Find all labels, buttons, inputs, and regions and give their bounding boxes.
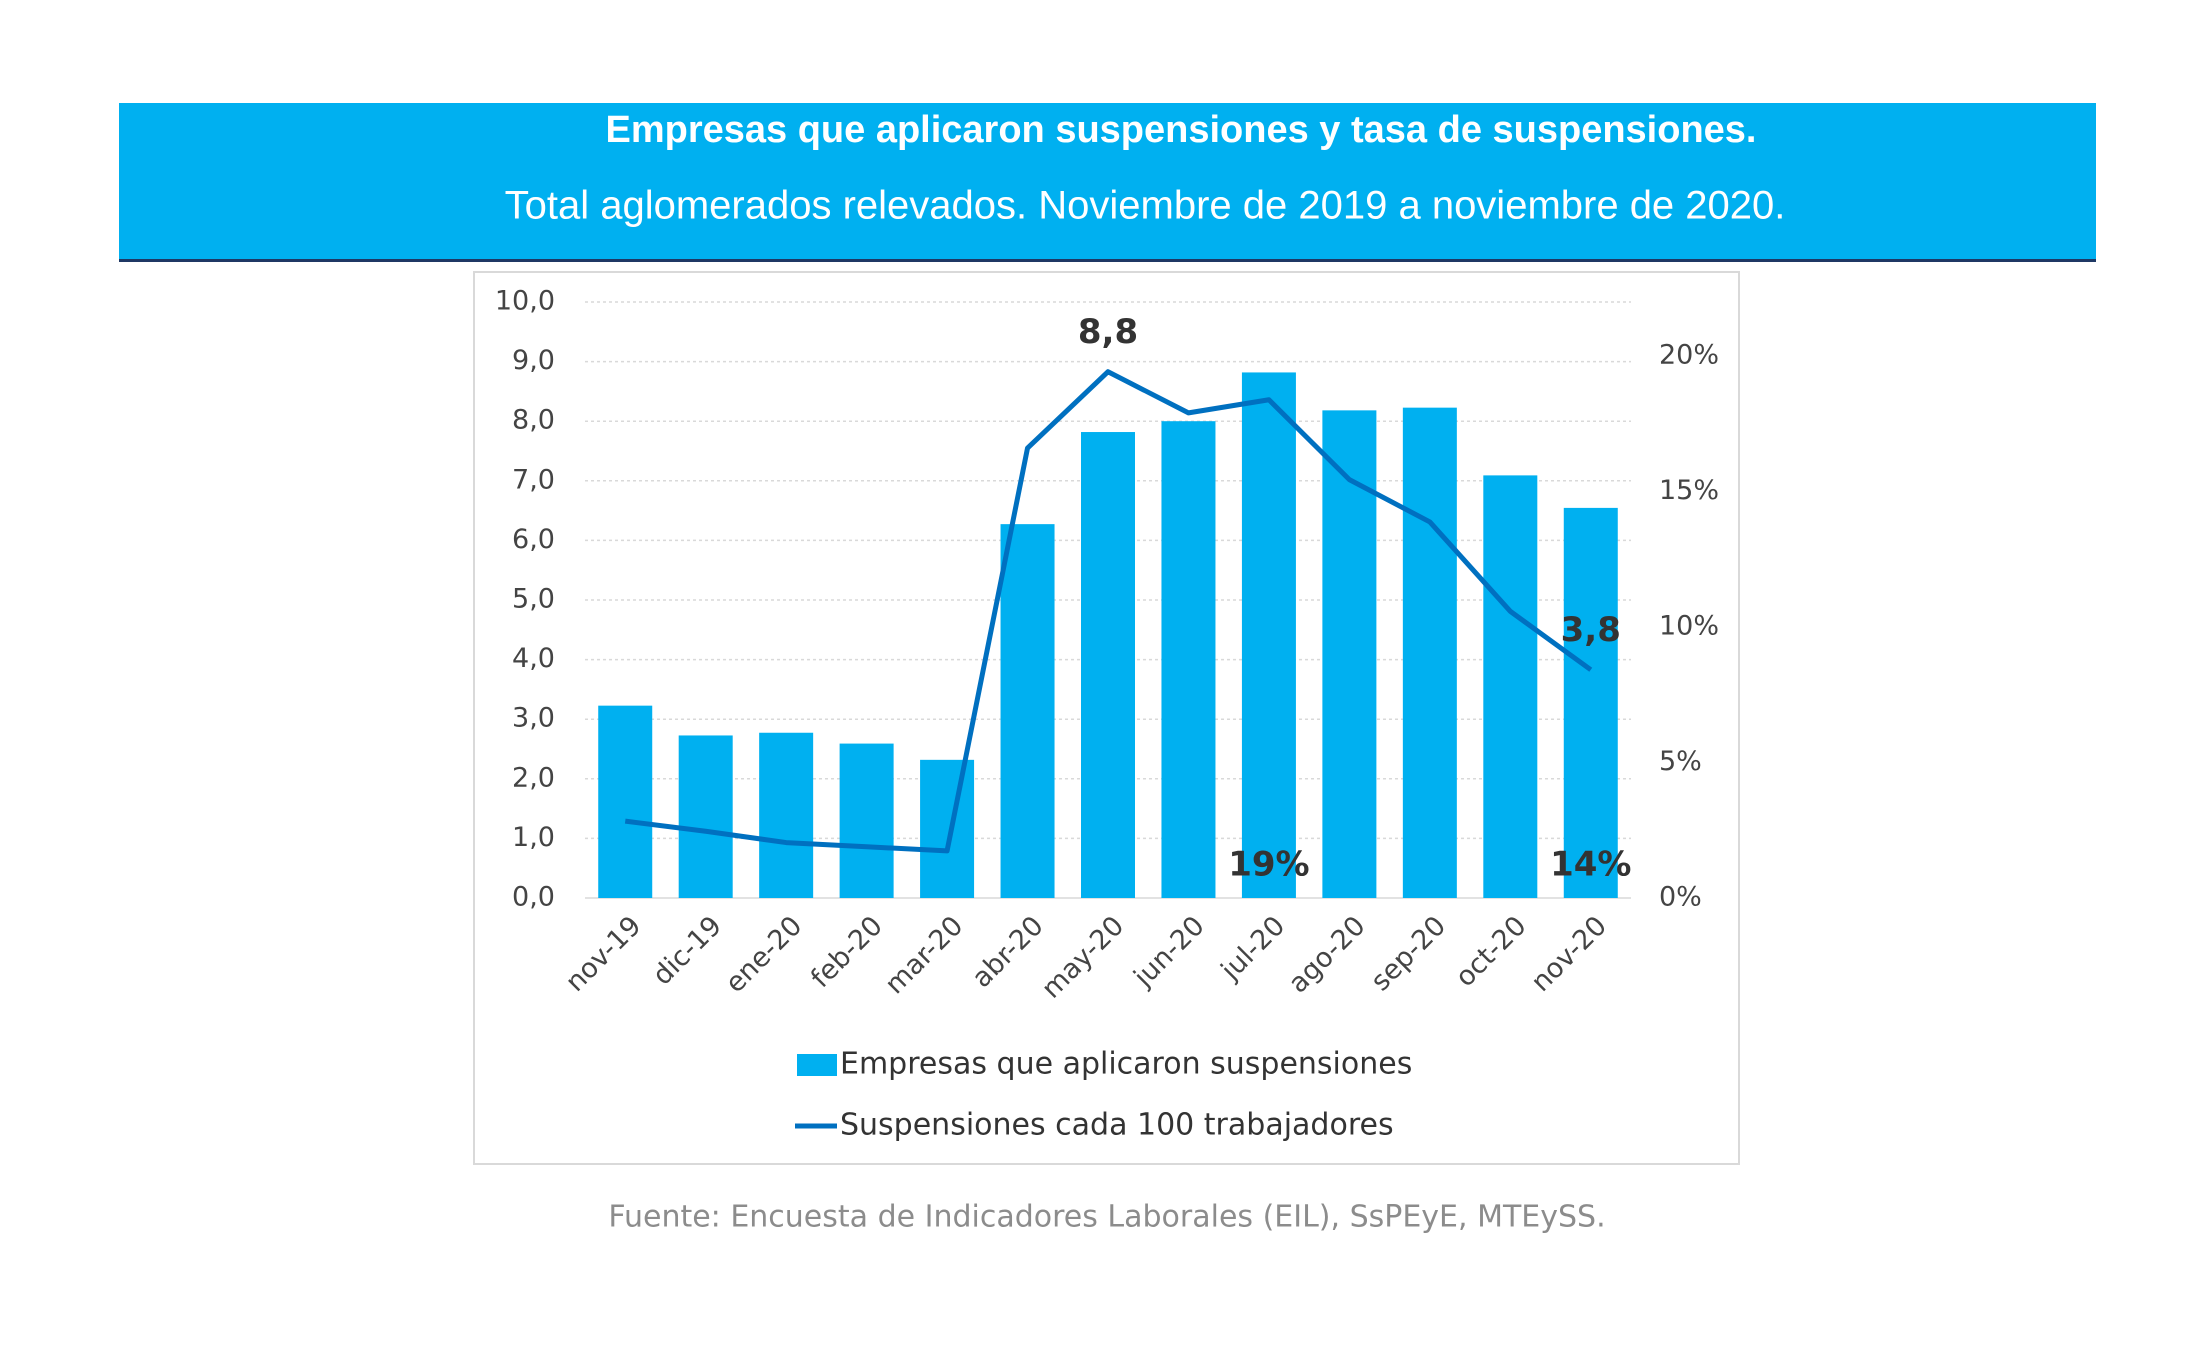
- bar: [1241, 372, 1296, 898]
- y-tick-label: 0,0: [512, 882, 555, 913]
- x-tick-label: may-20: [1036, 910, 1130, 1004]
- chart-frame: [473, 271, 1740, 1165]
- bar: [598, 705, 653, 898]
- y-tick-label: 6,0: [512, 524, 555, 555]
- x-tick-label: feb-20: [805, 910, 889, 994]
- bar: [839, 743, 894, 898]
- bar-value-label: 14%: [1550, 845, 1631, 885]
- y-tick-label: 9,0: [512, 345, 555, 376]
- x-tick-label: mar-20: [879, 910, 969, 1000]
- y-tick-label: 8,0: [512, 405, 555, 436]
- y2-tick-label: 5%: [1659, 746, 1702, 777]
- line-value-label: 3,8: [1561, 610, 1621, 650]
- bar: [1483, 475, 1538, 898]
- y2-tick-label: 0%: [1659, 882, 1702, 913]
- y-tick-label: 5,0: [512, 584, 555, 615]
- bar: [920, 759, 975, 898]
- x-tick-label: jul-20: [1215, 910, 1292, 987]
- y2-tick-label: 10%: [1659, 611, 1719, 642]
- y2-tick-label: 15%: [1659, 475, 1719, 506]
- bar: [1322, 410, 1377, 898]
- chart-subtitle: Total aglomerados relevados. Noviembre d…: [505, 184, 1786, 228]
- header-band: [119, 103, 2096, 260]
- chart-title: Empresas que aplicaron suspensiones y ta…: [605, 109, 1756, 151]
- x-tick-label: dic-19: [647, 910, 728, 991]
- bar-value-label: 19%: [1228, 845, 1309, 885]
- y-tick-label: 2,0: [512, 762, 555, 793]
- y-tick-label: 7,0: [512, 464, 555, 495]
- x-tick-label: ago-20: [1283, 910, 1372, 999]
- y-tick-label: 4,0: [512, 643, 555, 674]
- y-tick-label: 3,0: [512, 703, 555, 734]
- source-note: Fuente: Encuesta de Indicadores Laborale…: [608, 1200, 1605, 1235]
- y-tick-label: 1,0: [512, 822, 555, 853]
- x-tick-label: nov-19: [560, 910, 648, 998]
- line-value-label: 8,8: [1078, 312, 1138, 352]
- bar: [1081, 432, 1135, 898]
- line: [624, 369, 1593, 854]
- bar: [759, 732, 814, 898]
- legend-swatch: [797, 1054, 837, 1076]
- bar: [1563, 507, 1618, 898]
- legend-label: Suspensiones cada 100 trabajadores: [840, 1108, 1394, 1143]
- x-tick-label: sep-20: [1365, 910, 1452, 997]
- x-tick-label: ene-20: [720, 910, 809, 999]
- y-tick-label: 10,0: [495, 286, 555, 317]
- bar: [1000, 524, 1055, 898]
- x-tick-label: oct-20: [1450, 910, 1533, 993]
- bar: [1402, 407, 1457, 898]
- x-tick-label: jun-20: [1127, 910, 1210, 993]
- bar: [1161, 421, 1216, 898]
- x-tick-label: nov-20: [1525, 910, 1613, 998]
- legend-label: Empresas que aplicaron suspensiones: [840, 1047, 1412, 1082]
- bar: [678, 735, 733, 898]
- y2-tick-label: 20%: [1659, 340, 1719, 371]
- header-rule: [119, 259, 2096, 262]
